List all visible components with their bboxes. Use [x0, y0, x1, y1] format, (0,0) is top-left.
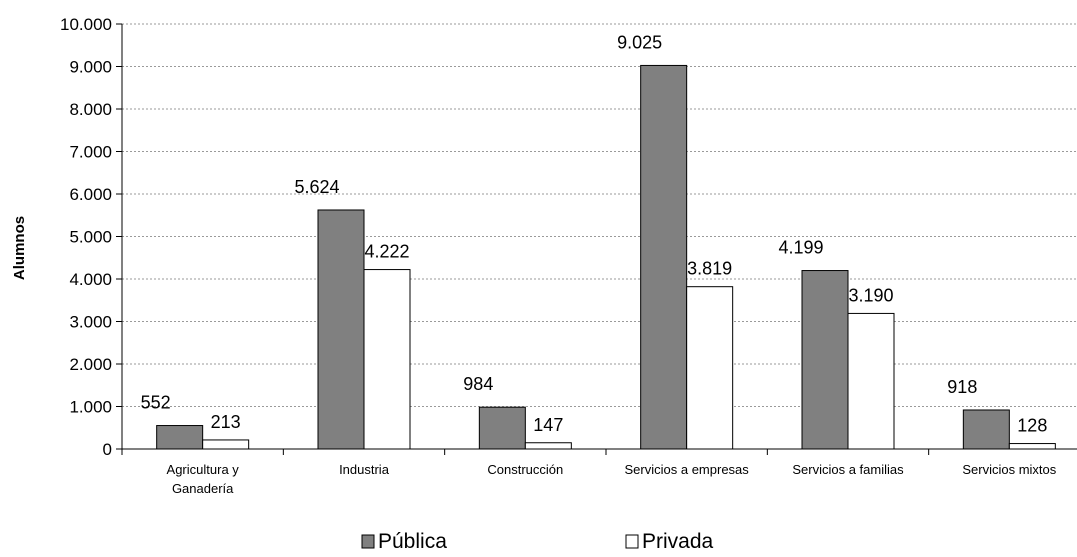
- data-label: 4.222: [364, 242, 409, 262]
- bar-publica: [962, 409, 1010, 450]
- data-label: 3.819: [687, 259, 732, 279]
- axes: [116, 23, 1077, 455]
- x-tick-label: Servicios mixtos: [962, 462, 1056, 477]
- y-tick-label: 1.000: [69, 398, 112, 417]
- bar-privada: [1008, 443, 1056, 450]
- data-label: 5.624: [294, 177, 339, 197]
- bar-privada: [363, 269, 411, 450]
- x-tick-label: Construcción: [487, 462, 563, 477]
- bar-privada: [847, 312, 895, 450]
- data-label: 9.025: [617, 32, 662, 52]
- data-label: 918: [947, 377, 977, 397]
- y-tick-label: 5.000: [69, 228, 112, 247]
- y-axis-label: Alumnos: [11, 216, 28, 280]
- legend-swatch: [625, 534, 639, 549]
- data-label: 4.199: [778, 238, 823, 258]
- data-label: 213: [211, 412, 241, 432]
- y-tick-label: 3.000: [69, 313, 112, 332]
- x-tick-labels: Agricultura y Ganadería Industria Construcc…: [167, 462, 1057, 496]
- legend: Pública Privada: [361, 530, 714, 553]
- data-label: 128: [1017, 416, 1047, 436]
- data-label: 984: [463, 374, 493, 394]
- y-tick-label: 2.000: [69, 355, 112, 374]
- x-tick-label: Agricultura y Ganadería: [167, 462, 240, 496]
- y-tick-label: 10.000: [60, 15, 112, 34]
- x-tick-label: Industria: [339, 462, 390, 477]
- y-tick-label: 0: [103, 440, 112, 459]
- bar-publica: [156, 425, 204, 450]
- y-tick-label: 6.000: [69, 185, 112, 204]
- bars: [156, 64, 1056, 450]
- y-tick-label: 7.000: [69, 143, 112, 162]
- data-label: 3.190: [848, 285, 893, 305]
- bar-privada: [686, 286, 734, 450]
- gridlines: [122, 23, 1077, 407]
- legend-swatch: [361, 534, 375, 549]
- y-tick-label: 9.000: [69, 58, 112, 77]
- bar-publica: [478, 406, 526, 450]
- y-tick-labels: 0 1.000 2.000 3.000 4.000 5.000 6.000 7.000 8.00…: [60, 15, 112, 459]
- bar-publica: [640, 64, 688, 450]
- data-labels: 552 213 5.624 4.222 984 147 9.025 3.819 4.199 3.1…: [141, 32, 1048, 435]
- legend-label: Privada: [642, 530, 714, 553]
- legend-label: Pública: [378, 530, 447, 553]
- y-tick-label: 8.000: [69, 100, 112, 119]
- bar-privada: [524, 442, 572, 450]
- y-tick-label: 4.000: [69, 270, 112, 289]
- x-tick-label: Servicios a familias: [792, 462, 904, 477]
- data-label: 552: [141, 393, 171, 413]
- bar-privada: [202, 439, 250, 450]
- bar-publica: [801, 270, 849, 450]
- data-label: 147: [533, 415, 563, 435]
- bar-publica: [317, 209, 365, 450]
- x-tick-label: Servicios a empresas: [625, 462, 750, 477]
